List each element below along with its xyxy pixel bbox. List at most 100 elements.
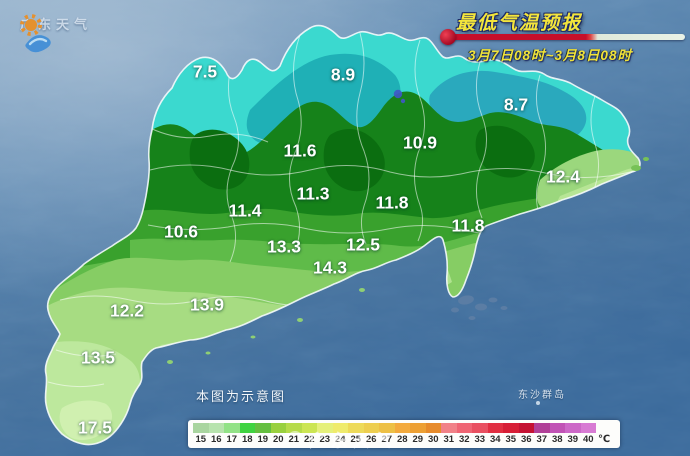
legend-value: 25 bbox=[350, 434, 362, 445]
temp-label: 11.8 bbox=[451, 215, 485, 236]
legend-value: 38 bbox=[551, 434, 563, 445]
legend-swatch bbox=[441, 423, 457, 433]
temp-label: 11.6 bbox=[283, 140, 317, 161]
legend-value: 39 bbox=[567, 434, 579, 445]
legend-swatch bbox=[193, 423, 209, 433]
temperature-legend: 15 16 17 18 19 20 21 22 23 24 25 26 27 28 29 30 31 32 33 34… bbox=[188, 420, 620, 448]
legend-swatch bbox=[348, 423, 364, 433]
legend-swatch bbox=[410, 423, 426, 433]
legend-cell: 21 bbox=[286, 423, 302, 445]
legend-cell: 37 bbox=[534, 423, 550, 445]
legend-swatch bbox=[503, 423, 519, 433]
islands bbox=[167, 157, 649, 364]
legend-value: 21 bbox=[288, 434, 300, 445]
legend-value: 28 bbox=[396, 434, 408, 445]
legend-value: 29 bbox=[412, 434, 424, 445]
province-outline bbox=[44, 24, 641, 446]
legend-value: 33 bbox=[474, 434, 486, 445]
legend-swatch bbox=[317, 423, 333, 433]
legend-value: 30 bbox=[427, 434, 439, 445]
legend-cell: 29 bbox=[410, 423, 426, 445]
legend-value: 34 bbox=[489, 434, 501, 445]
temp-label: 11.4 bbox=[228, 200, 262, 221]
lake bbox=[393, 89, 406, 104]
temp-label: 13.9 bbox=[189, 294, 225, 315]
legend-cell: 20 bbox=[270, 423, 286, 445]
weather-logo-icon bbox=[20, 14, 51, 53]
temp-label: 17.5 bbox=[77, 417, 113, 438]
legend-value: 17 bbox=[226, 434, 238, 445]
legend-swatch bbox=[270, 423, 286, 433]
temp-label: 14.3 bbox=[312, 257, 348, 278]
legend-swatch bbox=[487, 423, 503, 433]
legend-swatch bbox=[239, 423, 255, 433]
legend-value: 32 bbox=[458, 434, 470, 445]
temp-label: 10.6 bbox=[163, 221, 199, 242]
legend-value: 37 bbox=[536, 434, 548, 445]
legend-swatch bbox=[472, 423, 488, 433]
legend-cell: 28 bbox=[394, 423, 410, 445]
legend-swatch bbox=[379, 423, 395, 433]
legend-cell: 25 bbox=[348, 423, 364, 445]
legend-value: 15 bbox=[195, 434, 207, 445]
temp-label: 12.4 bbox=[545, 166, 581, 187]
legend-value: 18 bbox=[241, 434, 253, 445]
legend-cell: 26 bbox=[363, 423, 379, 445]
legend-cell: 34 bbox=[487, 423, 503, 445]
legend-cell: 24 bbox=[332, 423, 348, 445]
legend-swatch bbox=[425, 423, 441, 433]
temp-label: 10.9 bbox=[402, 132, 438, 153]
temp-label: 13.3 bbox=[266, 236, 302, 257]
legend-swatch bbox=[255, 423, 271, 433]
legend-value: 26 bbox=[365, 434, 377, 445]
legend-value: 16 bbox=[210, 434, 222, 445]
map-note: 本图为示意图 bbox=[196, 389, 287, 404]
legend-swatch bbox=[208, 423, 224, 433]
temp-label: 12.5 bbox=[345, 234, 381, 255]
legend-cell: 32 bbox=[456, 423, 472, 445]
legend-swatch bbox=[580, 423, 596, 433]
station-logo: 广东天气 bbox=[20, 14, 92, 53]
legend-cell: 19 bbox=[255, 423, 271, 445]
legend-value: 31 bbox=[443, 434, 455, 445]
legend-swatch bbox=[565, 423, 581, 433]
legend-swatch bbox=[363, 423, 379, 433]
forecast-title: 最低气温预报 bbox=[456, 13, 583, 34]
legend-swatch bbox=[224, 423, 240, 433]
thermometer-line bbox=[449, 34, 685, 40]
legend-swatch bbox=[518, 423, 534, 433]
legend-cell: 40 bbox=[580, 423, 596, 445]
legend-cells: 15 16 17 18 19 20 21 22 23 24 25 26 27 28 29 30 31 32 33 34… bbox=[193, 423, 596, 445]
temp-label: 11.8 bbox=[375, 192, 409, 213]
temp-label: 7.5 bbox=[192, 61, 218, 82]
legend-value: 23 bbox=[319, 434, 331, 445]
legend-swatch bbox=[286, 423, 302, 433]
legend-cell: 39 bbox=[565, 423, 581, 445]
legend-value: 19 bbox=[257, 434, 269, 445]
legend-cell: 16 bbox=[208, 423, 224, 445]
legend-cell: 27 bbox=[379, 423, 395, 445]
legend-unit: ℃ bbox=[598, 434, 611, 445]
legend-value: 24 bbox=[334, 434, 346, 445]
legend-value: 36 bbox=[520, 434, 532, 445]
legend-cell: 31 bbox=[441, 423, 457, 445]
legend-swatch bbox=[534, 423, 550, 433]
legend-swatch bbox=[394, 423, 410, 433]
legend-cell: 17 bbox=[224, 423, 240, 445]
legend-cell: 33 bbox=[472, 423, 488, 445]
temp-label: 8.7 bbox=[503, 94, 529, 115]
temp-label: 11.3 bbox=[296, 183, 330, 204]
forecast-period: 3月7日08时~3月8日08时 bbox=[468, 48, 632, 63]
legend-cell: 30 bbox=[425, 423, 441, 445]
legend-cell: 18 bbox=[239, 423, 255, 445]
thermometer-bulb-icon bbox=[440, 29, 456, 45]
temp-label: 13.5 bbox=[80, 347, 116, 368]
temp-label: 8.9 bbox=[330, 64, 356, 85]
dongsha-island-dot bbox=[536, 401, 540, 405]
legend-cell: 36 bbox=[518, 423, 534, 445]
legend-cell: 23 bbox=[317, 423, 333, 445]
legend-value: 27 bbox=[381, 434, 393, 445]
legend-value: 40 bbox=[582, 434, 594, 445]
